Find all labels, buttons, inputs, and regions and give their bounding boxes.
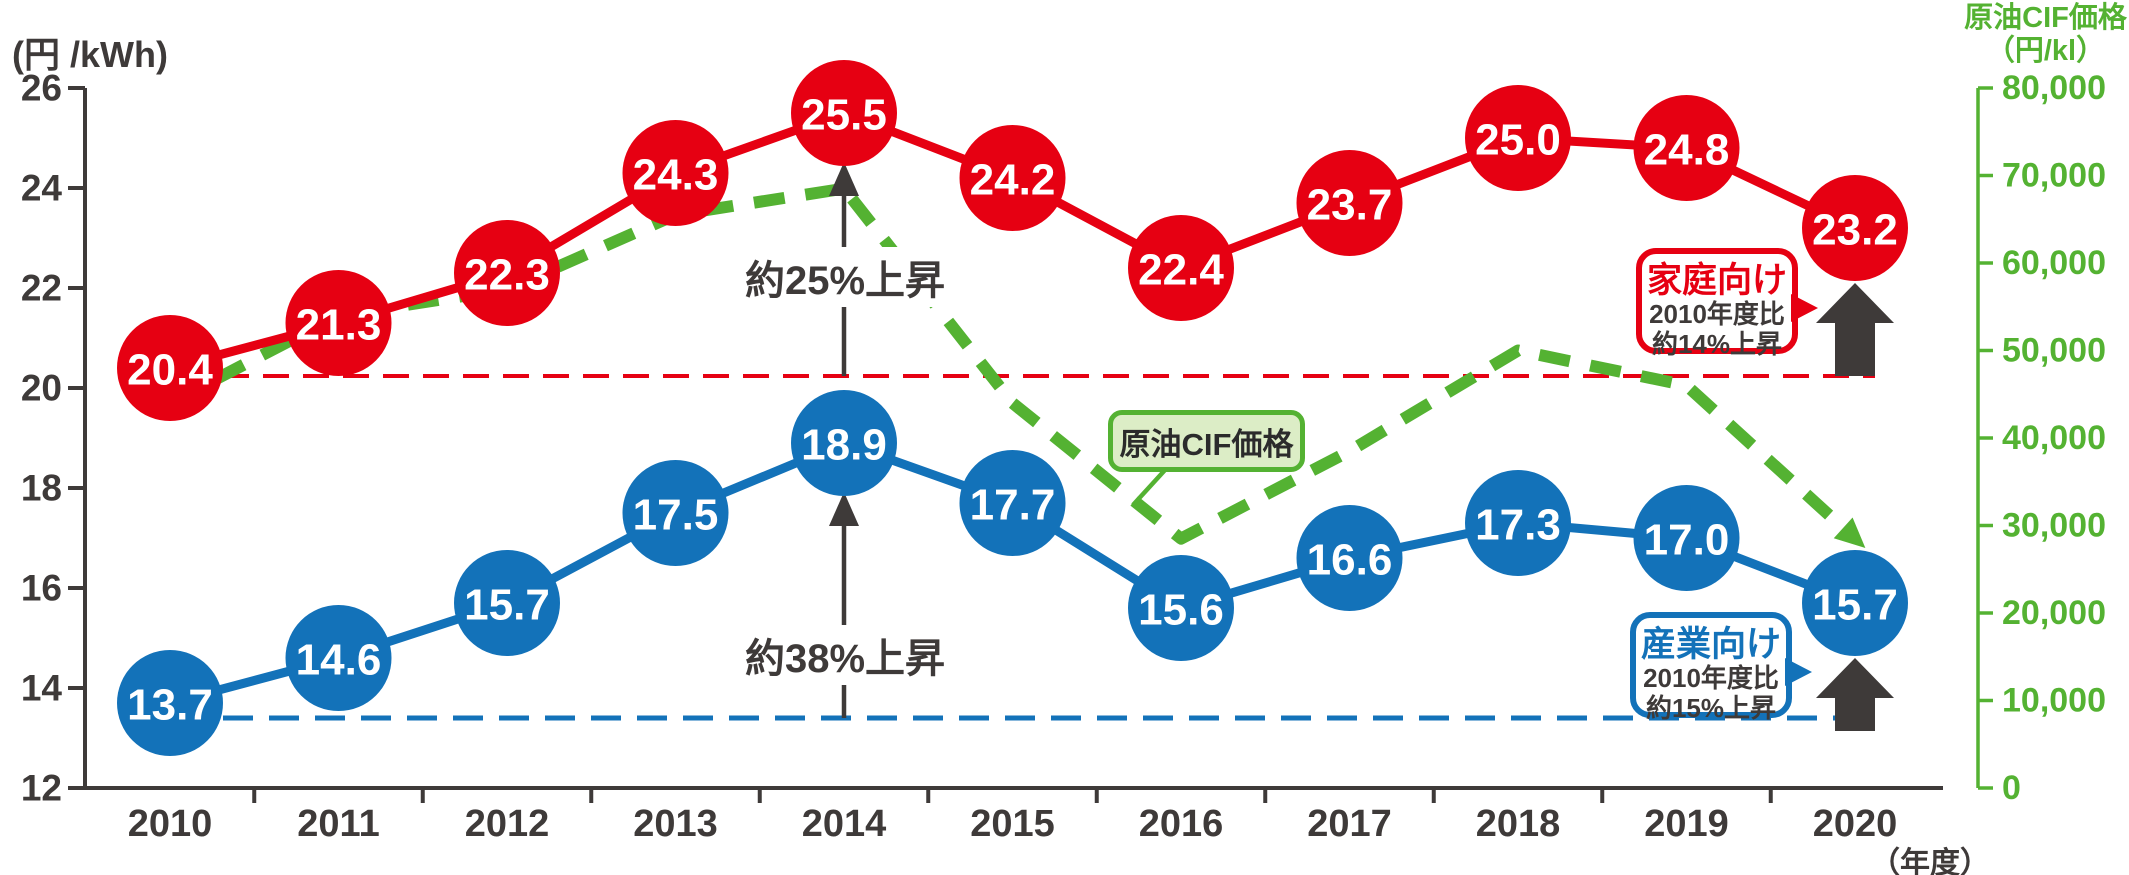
industry-point-label-2018: 17.3 [1475, 501, 1561, 550]
year-label-2013: 2013 [633, 803, 718, 845]
industry-point-label-2019: 17.0 [1644, 516, 1730, 565]
household-point-label-2020: 23.2 [1812, 206, 1898, 255]
industry-point-2016 [1128, 555, 1234, 661]
industry-point-2010 [117, 650, 223, 756]
cif-line-arrowhead [1833, 517, 1866, 549]
industry-callout-line2: 約15%上昇 [1645, 692, 1777, 723]
right-axis-tick-label: 10,000 [2002, 682, 2106, 720]
rise-arrow-household-head [829, 162, 859, 196]
industry-point-2017 [1296, 505, 1403, 611]
household-point-label-2015: 24.2 [970, 156, 1056, 205]
left-axis-tick-label: 18 [21, 468, 62, 509]
left-axis-tick-label: 24 [21, 168, 63, 209]
right-axis-tick-label: 20,000 [2002, 594, 2106, 632]
industry-point-label-2013: 17.5 [633, 491, 719, 540]
household-callout-pointer [1791, 294, 1818, 322]
left-axis-tick-label: 20 [21, 368, 62, 409]
year-label-2011: 2011 [297, 803, 379, 845]
left-axis-unit-label: (円 /kWh) [12, 34, 168, 75]
year-label-2017: 2017 [1307, 803, 1392, 845]
household-point-label-2013: 24.3 [633, 151, 719, 200]
rise-arrow-industry-head [829, 492, 859, 526]
annotation-industry-rise: 約38%上昇 [736, 625, 954, 685]
right-axis-title: 原油CIF価格 [1964, 2, 2127, 34]
household-point-2015 [959, 125, 1066, 231]
household-callout-title: 家庭向け [1646, 261, 1787, 300]
household-point-2017 [1296, 150, 1403, 256]
left-axis-tick-label: 22 [21, 268, 62, 309]
household-point-label-2016: 22.4 [1138, 246, 1224, 295]
right-axis-tick-label: 40,000 [2002, 419, 2106, 457]
right-axis-tick-label: 70,000 [2002, 157, 2106, 195]
industry-callout-line1: 2010年度比 [1643, 662, 1779, 693]
household-point-label-2018: 25.0 [1475, 116, 1561, 165]
left-axis-tick-label: 14 [21, 668, 63, 709]
household-point-2019 [1633, 95, 1740, 201]
year-label-2014: 2014 [802, 803, 887, 845]
industry-callout-title: 産業向け [1640, 625, 1781, 664]
comparison-arrow-household [1816, 283, 1894, 376]
comparison-arrow-industry [1816, 658, 1894, 731]
household-point-2014 [791, 60, 897, 166]
household-callout-line1: 2010年度比 [1649, 298, 1785, 329]
household-point-2013 [622, 120, 729, 226]
industry-point-2019 [1633, 485, 1740, 591]
industry-point-label-2016: 15.6 [1138, 586, 1224, 635]
right-axis-tick-label: 60,000 [2002, 244, 2106, 282]
industry-point-2018 [1465, 470, 1571, 576]
year-label-2012: 2012 [465, 803, 550, 845]
year-label-2016: 2016 [1139, 803, 1224, 845]
household-point-2011 [285, 270, 392, 376]
household-point-2016 [1128, 215, 1234, 321]
x-axis-unit-label: （年度） [1870, 847, 1990, 875]
left-axis-tick-label: 26 [21, 68, 62, 109]
year-label-2010: 2010 [128, 803, 213, 845]
right-axis-tick-label: 0 [2002, 769, 2021, 807]
household-point-label-2012: 22.3 [464, 251, 550, 300]
industry-point-label-2014: 18.9 [801, 421, 887, 470]
industry-point-2013 [622, 460, 729, 566]
household-point-2020 [1802, 175, 1908, 281]
household-point-2012 [454, 220, 560, 326]
household-point-2018 [1465, 85, 1571, 191]
industry-point-label-2015: 17.7 [970, 481, 1056, 530]
industry-point-2014 [791, 390, 897, 496]
household-point-label-2014: 25.5 [801, 91, 887, 140]
right-axis-tick-label: 80,000 [2002, 69, 2106, 107]
right-axis-tick-label: 50,000 [2002, 332, 2106, 370]
industry-point-2015 [959, 450, 1066, 556]
industry-callout-pointer [1785, 658, 1812, 686]
year-label-2015: 2015 [970, 803, 1055, 845]
industry-point-2020 [1802, 550, 1908, 656]
year-label-2018: 2018 [1476, 803, 1561, 845]
right-axis-title-block: 原油CIF価格 （円/kl） [1962, 2, 2129, 69]
household-callout-box: 家庭向け 2010年度比 約14%上昇 [1636, 248, 1818, 359]
industry-point-label-2010: 13.7 [127, 681, 213, 730]
industry-point-2012 [454, 550, 560, 656]
right-axis-tick-label: 30,000 [2002, 507, 2106, 545]
household-point-label-2011: 21.3 [296, 301, 382, 350]
industry-point-label-2012: 15.7 [464, 581, 550, 630]
household-callout-line2: 約14%上昇 [1651, 328, 1783, 359]
industry-point-label-2011: 14.6 [296, 636, 382, 685]
annotation-household-rise: 約25%上昇 [736, 247, 954, 307]
industry-callout-box: 産業向け 2010年度比 約15%上昇 [1630, 612, 1812, 723]
household-point-label-2010: 20.4 [127, 346, 213, 395]
household-point-2010 [117, 315, 223, 421]
household-point-label-2019: 24.8 [1644, 126, 1730, 175]
left-axis-tick-label: 16 [21, 568, 62, 609]
industry-point-label-2020: 15.7 [1812, 581, 1898, 630]
cif-price-label-box: 原油CIF価格 [1108, 410, 1305, 472]
right-axis-unit-label: （円/kl） [1985, 35, 2106, 68]
industry-point-2011 [285, 605, 392, 711]
year-label-2020: 2020 [1813, 803, 1898, 845]
cif-label-leader-line [1131, 468, 1167, 507]
industry-point-label-2017: 16.6 [1307, 536, 1393, 585]
left-axis-tick-label: 12 [21, 768, 62, 809]
household-point-label-2017: 23.7 [1307, 181, 1393, 230]
year-label-2019: 2019 [1644, 803, 1729, 845]
